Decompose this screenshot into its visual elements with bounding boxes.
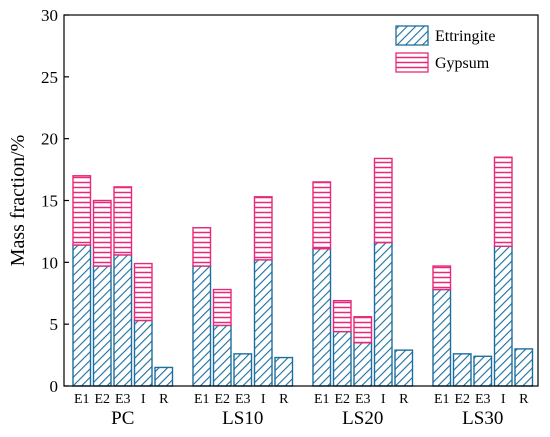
x-tick-label: I [501, 392, 506, 407]
x-tick-label: E3 [355, 392, 371, 407]
x-tick-label: I [141, 392, 146, 407]
bar-segment-ettringite [312, 248, 332, 387]
bar-segment-gypsum [72, 175, 92, 246]
x-tick-label: E3 [475, 392, 491, 407]
bar-segment-ettringite [394, 349, 414, 387]
legend: Ettringite Gypsum [395, 25, 495, 73]
bar-segment-ettringite [493, 245, 513, 387]
y-tick-label: 10 [41, 253, 58, 272]
legend-swatch-ettringite [395, 25, 429, 46]
bar-segment-ettringite [72, 244, 92, 387]
bar-segment-ettringite [373, 241, 393, 387]
x-tick-label: R [279, 392, 289, 407]
x-tick-label: E3 [235, 392, 251, 407]
bar-segment-ettringite [154, 366, 174, 387]
bar-segment-gypsum [192, 227, 212, 267]
group-label: PC [111, 408, 134, 429]
x-tick-label: E1 [434, 392, 450, 407]
plot-frame [63, 14, 539, 387]
bar-segment-gypsum [332, 299, 352, 333]
bar-segment-ettringite [353, 342, 373, 387]
x-tick-label: R [399, 392, 409, 407]
bar-segment-gypsum [432, 265, 452, 291]
y-tick-label: 0 [50, 377, 59, 396]
bars-layer [72, 156, 534, 387]
x-tick-label: E3 [115, 392, 131, 407]
bar-segment-ettringite [473, 355, 493, 387]
bar-segment-ettringite [92, 265, 112, 387]
bar-segment-ettringite [514, 348, 534, 387]
legend-label-gypsum: Gypsum [435, 55, 490, 72]
bar-segment-ettringite [253, 259, 273, 387]
bar-segment-ettringite [192, 265, 212, 387]
bar-segment-gypsum [253, 196, 273, 261]
y-tick-label: 5 [50, 315, 59, 334]
group-label: LS10 [222, 408, 263, 429]
x-tick-label: E1 [314, 392, 330, 407]
x-tick-label: E2 [334, 392, 350, 407]
y-tick-label: 25 [41, 68, 58, 87]
legend-label-ettringite: Ettringite [435, 28, 495, 45]
bar-segment-gypsum [133, 262, 153, 322]
group-label: LS30 [462, 408, 503, 429]
x-tick-label: E1 [194, 392, 210, 407]
bar-segment-ettringite [452, 353, 472, 387]
group-label: LS20 [342, 408, 383, 429]
y-tick-label: 20 [41, 130, 58, 149]
x-tick-label: R [519, 392, 529, 407]
y-tick-label: 15 [41, 192, 58, 211]
bar-segment-ettringite [432, 288, 452, 387]
bar-segment-gypsum [113, 186, 133, 256]
x-tick-label: I [261, 392, 266, 407]
bar-segment-gypsum [353, 316, 373, 344]
bar-segment-ettringite [274, 356, 294, 387]
x-tick-label: E2 [214, 392, 230, 407]
y-tick-label: 30 [41, 6, 58, 25]
bar-segment-ettringite [212, 324, 232, 387]
x-tick-label: E2 [94, 392, 110, 407]
bar-segment-ettringite [113, 254, 133, 387]
bar-segment-ettringite [133, 319, 153, 387]
bar-segment-ettringite [332, 330, 352, 387]
y-axis-label: Mass fraction/% [7, 135, 29, 267]
bar-segment-gypsum [373, 157, 393, 244]
x-tick-label: E1 [74, 392, 90, 407]
bar-segment-gypsum [92, 199, 112, 267]
bar-segment-ettringite [233, 353, 253, 387]
x-tick-label: E2 [454, 392, 470, 407]
x-tick-label: I [381, 392, 386, 407]
bar-segment-gypsum [212, 288, 232, 327]
bar-segment-gypsum [312, 181, 332, 250]
bar-segment-gypsum [493, 156, 513, 247]
legend-swatch-gypsum [395, 52, 429, 73]
x-tick-label: R [159, 392, 169, 407]
